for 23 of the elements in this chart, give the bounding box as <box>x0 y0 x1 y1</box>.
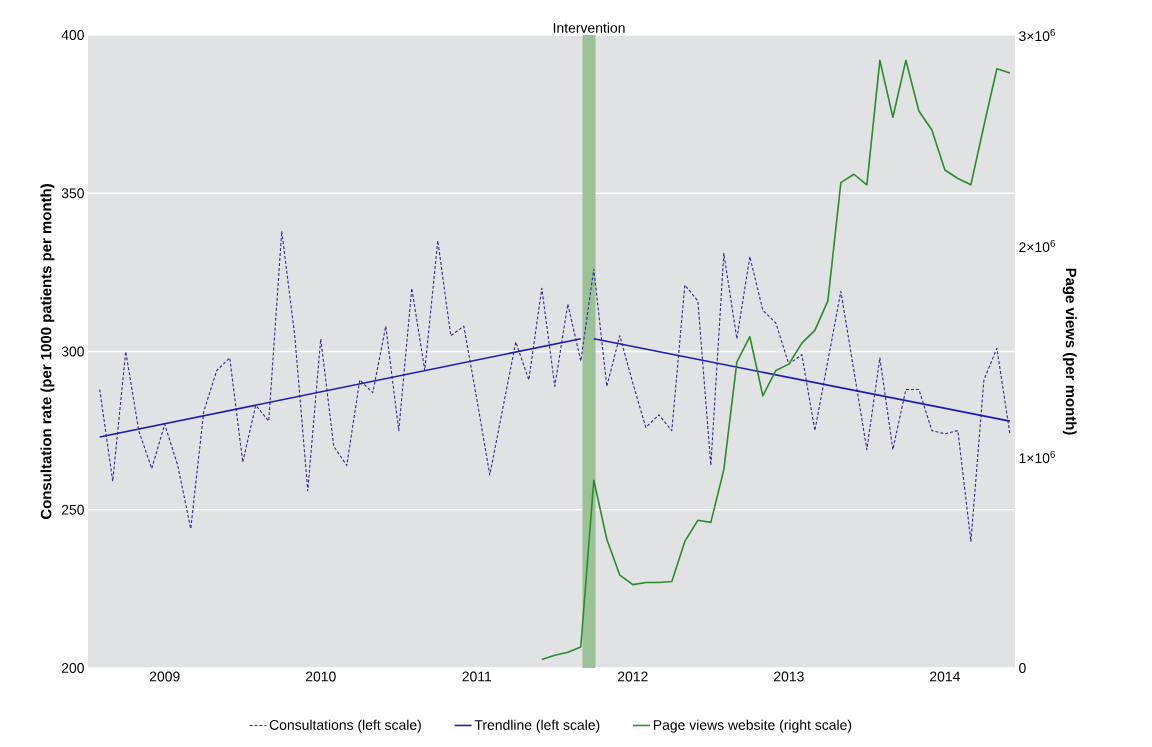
y2-axis-title: Page views (per month) <box>1062 268 1077 435</box>
y-axis-title: Consultation rate (per 1000 patients per month) <box>40 184 55 520</box>
y-tick-label: 350 <box>61 188 84 199</box>
y2-tick-label: 2×10$^{6}$ <box>1019 239 1055 253</box>
y2-tick-label: 1×10$^{6}$ <box>1019 450 1055 464</box>
y2-tick-label: 0 <box>1019 663 1026 673</box>
legend-label: Consultations (left scale) <box>269 719 421 733</box>
x-tick-label: 2012 <box>618 671 648 682</box>
line-series <box>541 59 1011 661</box>
x-tick-label: 2009 <box>149 671 180 682</box>
y2-tick-label: 3×10$^{6}$ <box>1019 28 1055 42</box>
y-tick-label: 250 <box>61 504 84 515</box>
y-tick-label: 200 <box>61 663 84 673</box>
y-tick-label: 300 <box>61 346 84 357</box>
x-tick-label: 2011 <box>462 671 492 682</box>
x-tick-label: 2013 <box>774 671 804 682</box>
y-tick-label: 400 <box>61 30 84 40</box>
legend-label: Page views website (right scale) <box>653 719 852 733</box>
x-tick-label: 2014 <box>930 671 960 682</box>
line-series <box>99 230 1011 542</box>
x-tick-label: 2010 <box>305 671 336 682</box>
band-label: Intervention <box>553 22 625 33</box>
legend-label: Trendline (left scale) <box>474 719 600 733</box>
